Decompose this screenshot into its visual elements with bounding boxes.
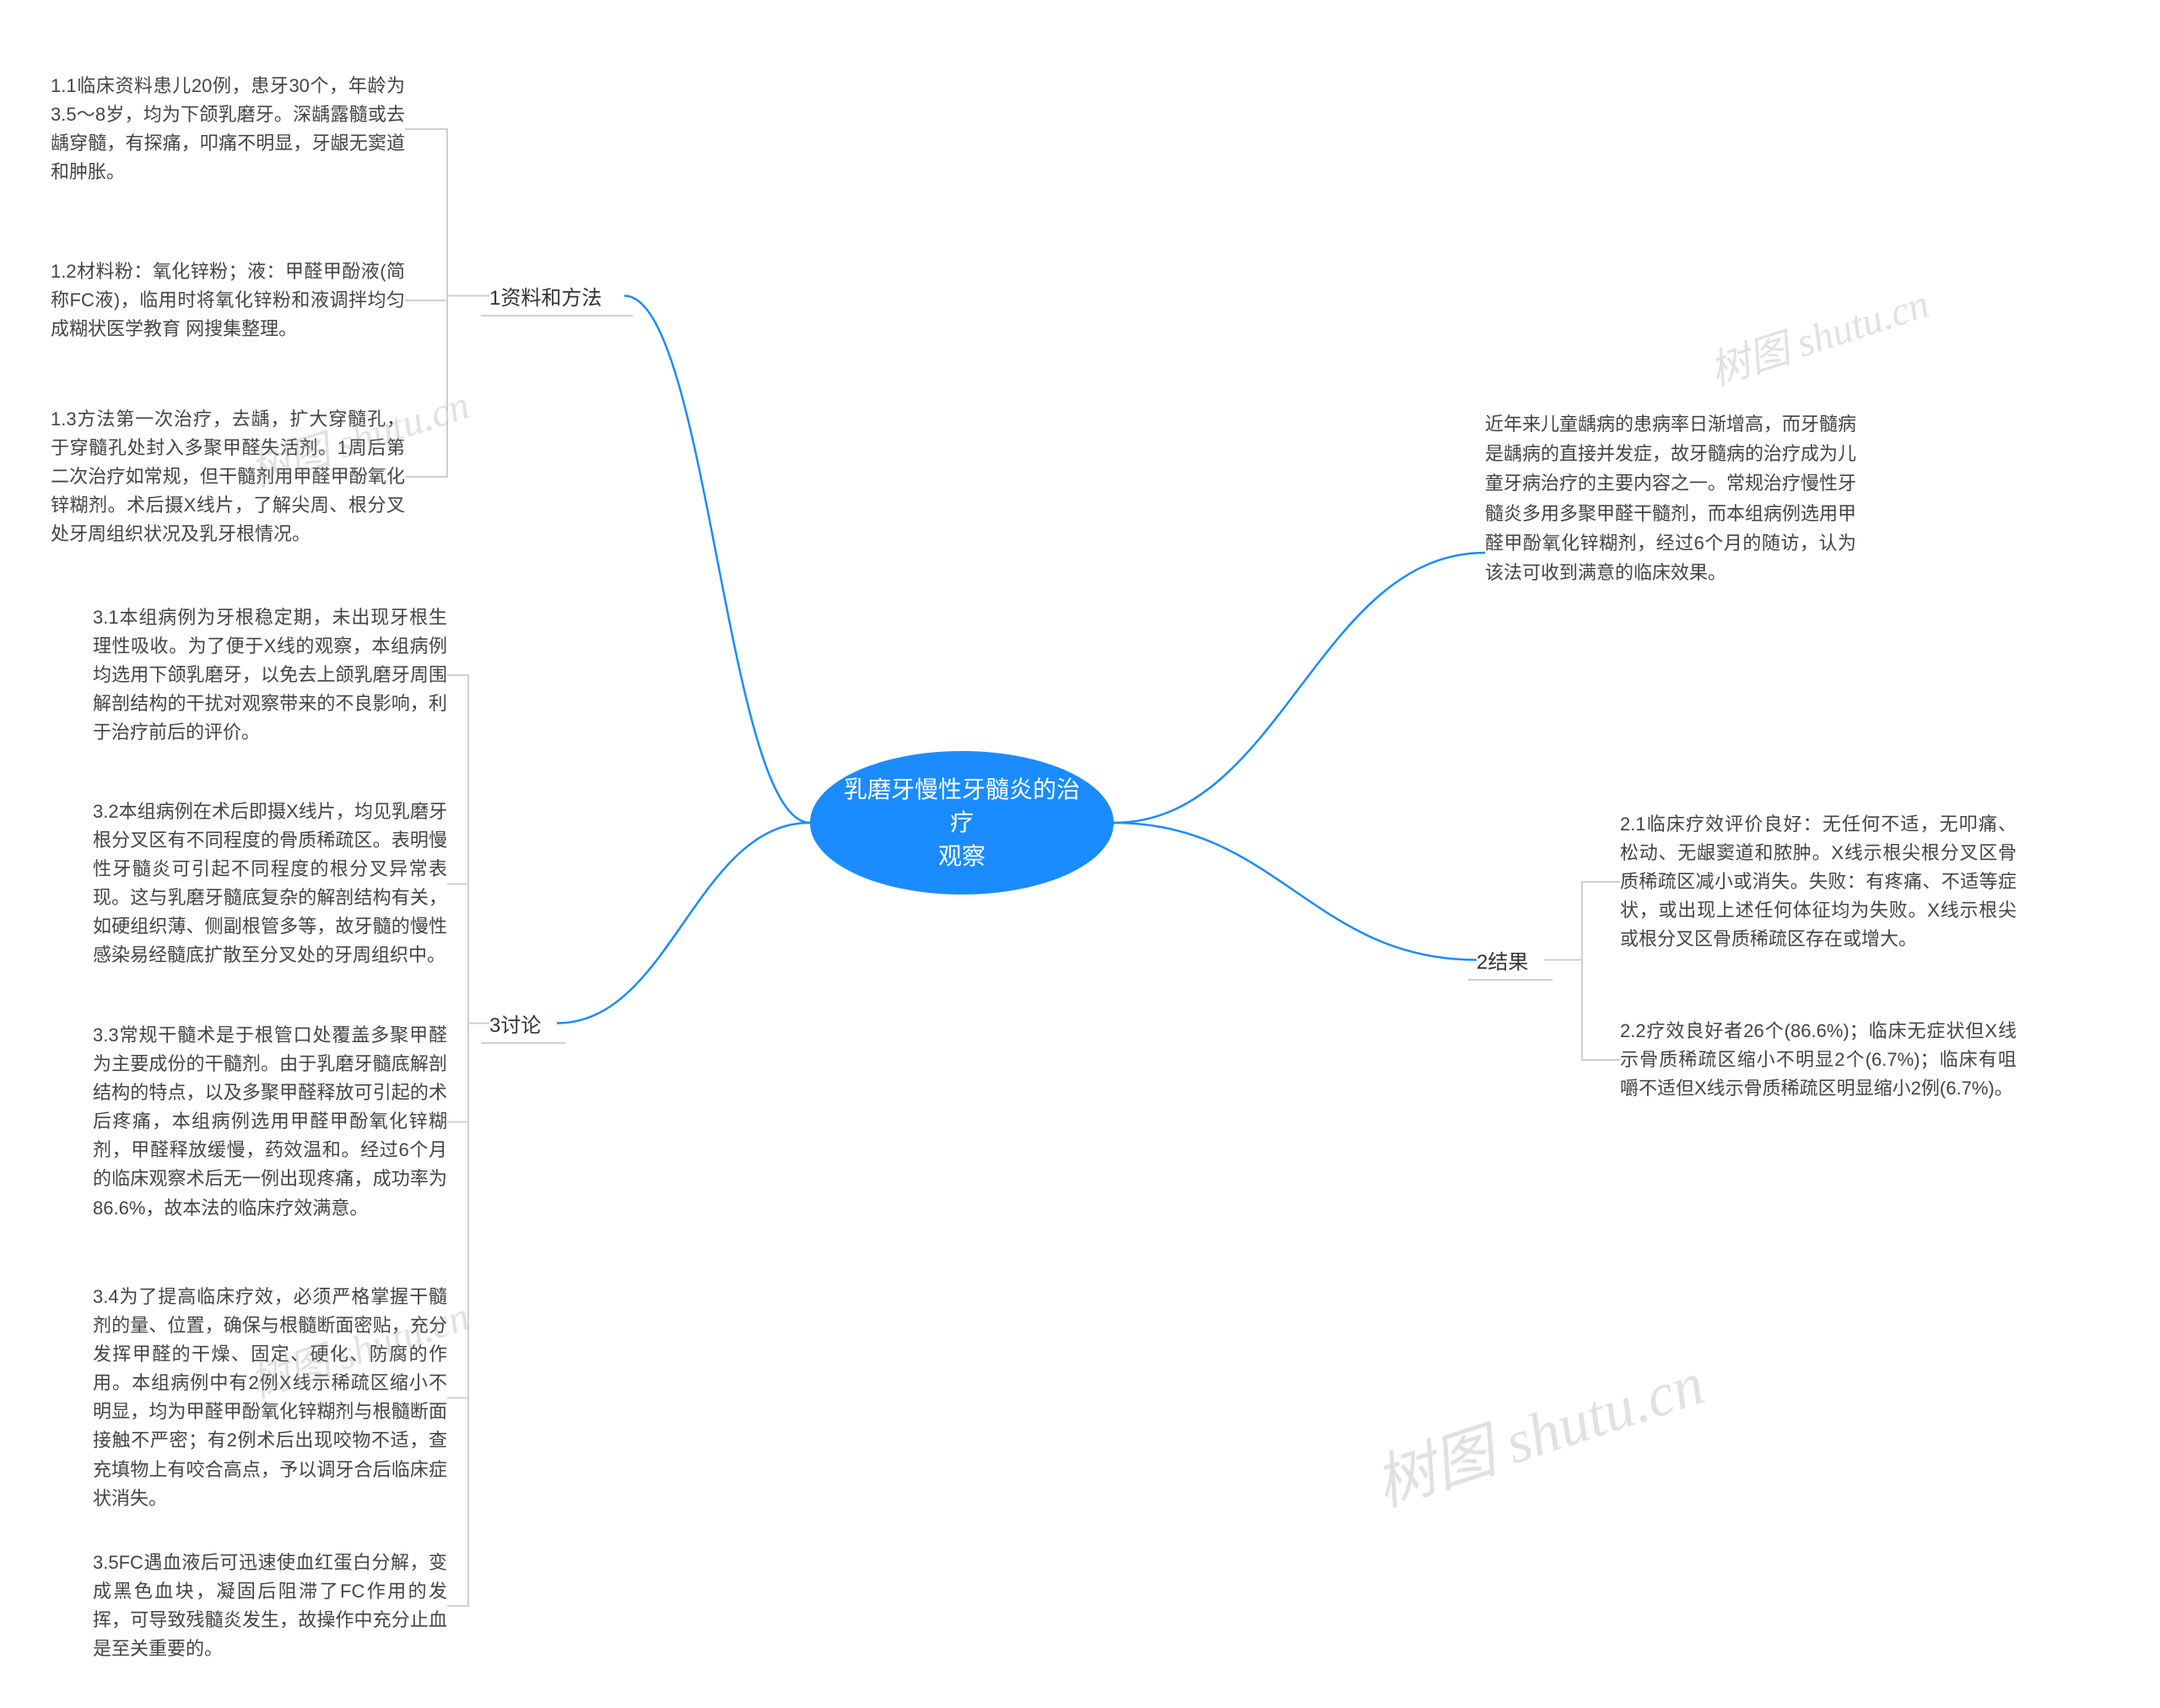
watermark: 树图 shutu.cn	[1701, 270, 1936, 397]
leaf-1-2[interactable]: 1.2材料粉：氧化锌粉；液：甲醛甲酚液(简称FC液)，临用时将氧化锌粉和液调拌均…	[51, 257, 405, 343]
mindmap-canvas: 乳磨牙慢性牙髓炎的治疗观察 近年来儿童龋病的患病率日渐增高，而牙髓病是龋病的直接…	[0, 0, 2160, 1708]
leaf-1-3[interactable]: 1.3方法第一次治疗，去龋，扩大穿髓孔，于穿髓孔处封入多聚甲醛失活剂。1周后第二…	[51, 405, 405, 549]
branch-1-materials-methods[interactable]: 1资料和方法	[489, 281, 624, 311]
leaf-3-3[interactable]: 3.3常规干髓术是于根管口处覆盖多聚甲醛为主要成份的干髓剂。由于乳磨牙髓底解剖结…	[93, 1021, 447, 1223]
branch-2-results[interactable]: 2结果	[1477, 945, 1544, 975]
watermark: 树图 shutu.cn	[1362, 1333, 1714, 1523]
leaf-3-4[interactable]: 3.4为了提高临床疗效，必须严格掌握干髓剂的量、位置，确保与根髓断面密贴，充分发…	[93, 1283, 447, 1513]
center-topic[interactable]: 乳磨牙慢性牙髓炎的治疗观察	[810, 751, 1114, 895]
branch-3-discussion[interactable]: 3讨论	[489, 1008, 557, 1038]
leaf-2-2[interactable]: 2.2疗效良好者26个(86.6%)；临床无症状但X线示骨质稀疏区缩小不明显2个…	[1620, 1017, 2017, 1103]
leaf-3-1[interactable]: 3.1本组病例为牙根稳定期，未出现牙根生理性吸收。为了便于X线的观察，本组病例均…	[93, 603, 447, 747]
leaf-3-2[interactable]: 3.2本组病例在术后即摄X线片，均见乳磨牙根分叉区有不同程度的骨质稀疏区。表明慢…	[93, 797, 447, 970]
leaf-2-1[interactable]: 2.1临床疗效评价良好：无任何不适，无叩痛、松动、无龈窦道和脓肿。X线示根尖根分…	[1620, 810, 2017, 954]
leaf-1-1[interactable]: 1.1临床资料患儿20例，患牙30个，年龄为3.5～8岁，均为下颌乳磨牙。深龋露…	[51, 72, 405, 186]
leaf-3-5[interactable]: 3.5FC遇血液后可迅速使血红蛋白分解，变成黑色血块，凝固后阻滞了FC作用的发挥…	[93, 1549, 447, 1663]
intro-paragraph[interactable]: 近年来儿童龋病的患病率日渐增高，而牙髓病是龋病的直接并发症，故牙髓病的治疗成为儿…	[1485, 409, 1856, 696]
